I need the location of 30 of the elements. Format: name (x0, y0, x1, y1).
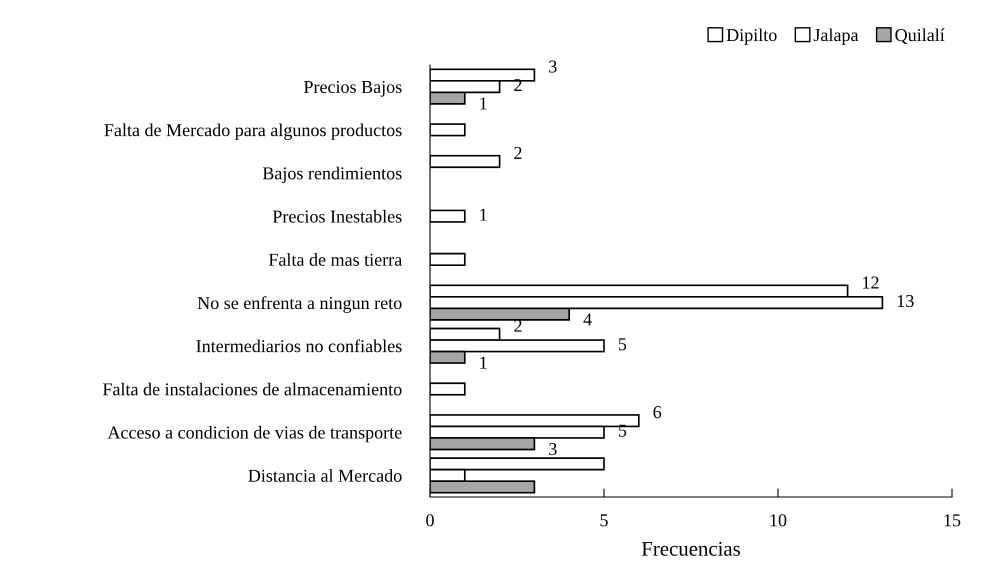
data-label: 2 (514, 146, 522, 159)
y-tick-label: Falta de Mercado para algunos productos (104, 124, 402, 140)
data-label: 12 (863, 276, 879, 288)
data-label: 5 (618, 338, 626, 350)
y-tick-label: Falta de instalaciones de almacenamiento (102, 382, 402, 396)
data-label: 4 (583, 314, 592, 326)
y-tick-label: Falta de mas tierra (268, 253, 402, 266)
data-label: 5 (618, 424, 626, 437)
data-label: 3 (549, 443, 557, 456)
legend-label: Jalapa (814, 28, 858, 45)
data-label: 1 (480, 208, 487, 221)
data-label: 1 (480, 356, 487, 369)
y-tick-label: Acceso a condicion de vias de transporte (108, 426, 402, 442)
data-label: 13 (898, 294, 914, 308)
data-label: 1 (480, 97, 487, 110)
x-tick-label: 0 (426, 514, 434, 526)
y-tick-label: No se enfrenta a ningun reto (198, 296, 402, 313)
y-tick-label: Bajos rendimientos (262, 166, 402, 184)
y-tick-label: Precios Bajos (304, 80, 402, 97)
y-tick-label: Precios Inestables (272, 210, 402, 223)
y-tick-label: Distancia al Mercado (248, 469, 402, 482)
legend-label: Dipilto (726, 28, 777, 45)
data-label: 3 (549, 60, 557, 73)
legend-label: Quilalí (895, 28, 945, 44)
x-axis-title: Frecuencias (642, 542, 740, 556)
x-tick-label: 15 (944, 514, 960, 526)
x-tick-label: 10 (770, 514, 786, 526)
data-label: 6 (653, 406, 662, 418)
x-tick-label: 5 (600, 514, 608, 526)
y-tick-label: Intermediarios no confiables (196, 339, 402, 352)
